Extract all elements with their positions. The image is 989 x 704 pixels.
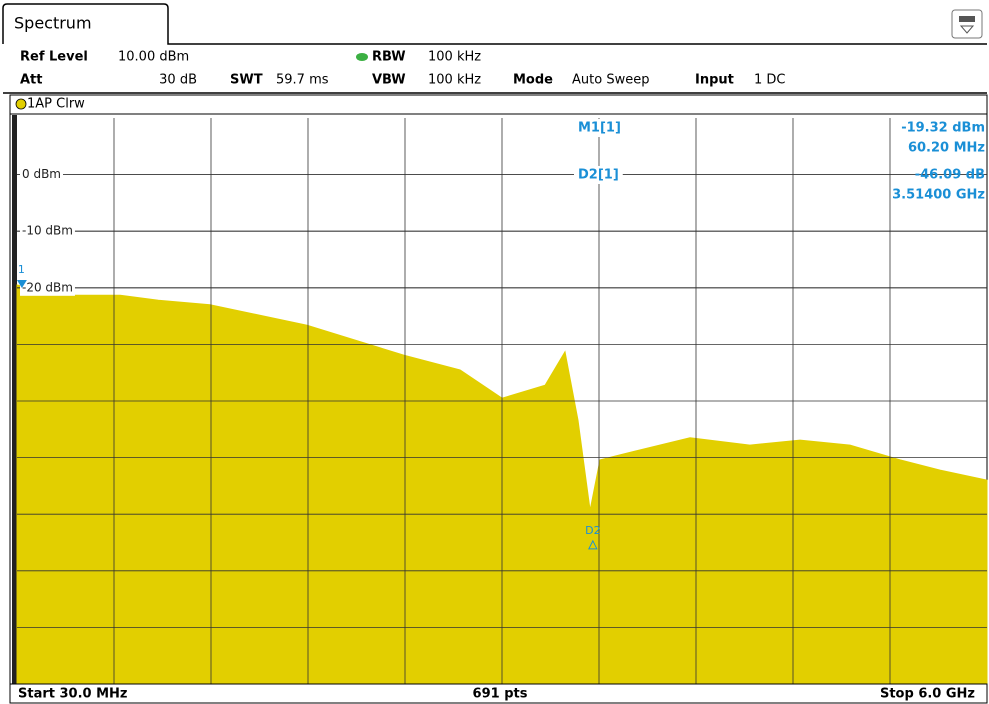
footer-bar bbox=[9, 683, 988, 704]
plot-area: 0 dBm -10 dBm -20 dBm 1 D2 M1[1] -19.32 dBm 60.… bbox=[16, 118, 988, 685]
setting-value: 100 kHz bbox=[428, 50, 481, 65]
footer-points: 691 pts bbox=[473, 687, 528, 702]
marker-name-bg bbox=[574, 166, 623, 184]
setting-value: 10.00 dBm bbox=[118, 50, 189, 65]
trace-indicator bbox=[15, 98, 27, 110]
marker-freq: 3.51400 GHz bbox=[892, 188, 985, 203]
y-tick-label-bg bbox=[20, 166, 63, 183]
marker-name: M1[1] bbox=[578, 121, 621, 136]
marker bbox=[16, 279, 27, 288]
left-edge bbox=[12, 115, 17, 684]
setting-label: SWT bbox=[230, 73, 263, 88]
setting-label: Att bbox=[20, 73, 43, 88]
footer-start: Start 30.0 MHz bbox=[18, 687, 127, 702]
setting-label: VBW bbox=[372, 73, 406, 88]
setting-label: Ref Level bbox=[20, 50, 88, 65]
setting-value: 59.7 ms bbox=[276, 73, 329, 88]
marker-name-bg bbox=[574, 119, 625, 137]
trace-label: 1AP Clrw bbox=[27, 97, 85, 112]
setting-label: RBW bbox=[372, 50, 406, 65]
y-tick-label-bg bbox=[20, 223, 75, 240]
marker bbox=[588, 539, 598, 550]
setting-label: Input bbox=[695, 73, 734, 88]
menu-icon[interactable] bbox=[951, 9, 983, 39]
setting-value: 100 kHz bbox=[428, 73, 481, 88]
marker-level: -19.32 dBm bbox=[901, 121, 985, 136]
marker-label: D2 bbox=[585, 524, 600, 537]
y-tick-label: 0 dBm bbox=[22, 167, 61, 181]
status-dot bbox=[356, 53, 368, 61]
marker-level: -46.09 dB bbox=[915, 168, 985, 183]
marker-freq: 60.20 MHz bbox=[908, 141, 985, 156]
setting-value: 1 DC bbox=[754, 73, 786, 88]
y-tick-label: -10 dBm bbox=[22, 224, 73, 238]
y-tick-label: -20 dBm bbox=[22, 280, 73, 294]
menu-icon-arrow bbox=[959, 25, 975, 34]
setting-value: 30 dB bbox=[159, 73, 197, 88]
setting-label: Mode bbox=[513, 73, 553, 88]
tab-outline bbox=[2, 3, 987, 45]
marker-name: D2[1] bbox=[578, 168, 619, 183]
marker-label: 1 bbox=[18, 263, 25, 276]
setting-value: Auto Sweep bbox=[572, 73, 649, 88]
menu-icon-bar bbox=[959, 16, 975, 22]
footer-stop: Stop 6.0 GHz bbox=[880, 687, 975, 702]
y-tick-label-bg bbox=[20, 279, 75, 296]
tab-title[interactable]: Spectrum bbox=[14, 14, 92, 33]
